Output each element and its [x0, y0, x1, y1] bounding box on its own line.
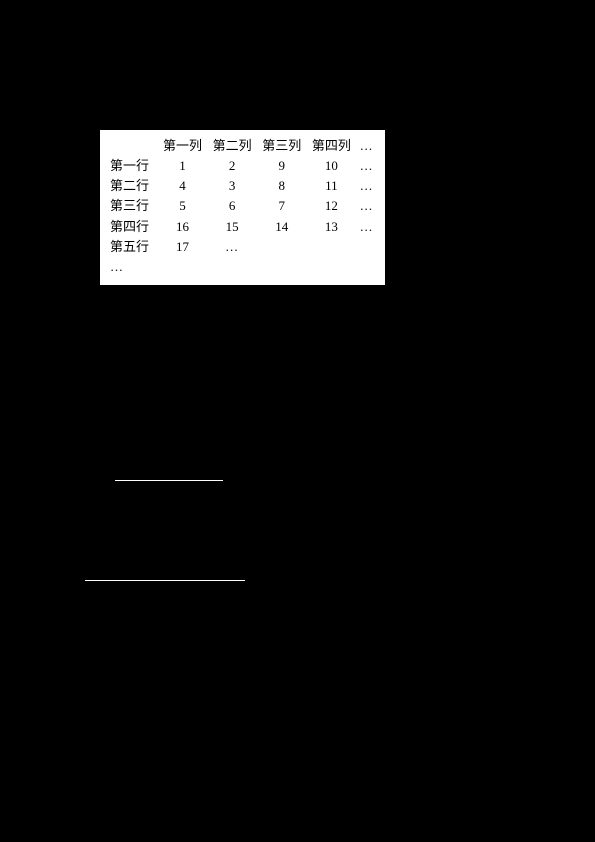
table-row: 第四行 16 15 14 13 … [108, 217, 377, 237]
table-row: 第三行 5 6 7 12 … [108, 196, 377, 216]
table-cell: 6 [207, 196, 257, 216]
table-cell [207, 257, 257, 277]
table-row: 第一行 1 2 9 10 … [108, 156, 377, 176]
table-cell: 17 [158, 237, 208, 257]
table-cell: 1 [158, 156, 208, 176]
table-cell: … [207, 237, 257, 257]
table-cell: 9 [257, 156, 307, 176]
table-cell: … [356, 196, 377, 216]
col-header-blank [108, 136, 158, 156]
row-label: 第一行 [108, 156, 158, 176]
table-cell [356, 237, 377, 257]
table-row: … [108, 257, 377, 277]
col-header-3: 第三列 [257, 136, 307, 156]
table-cell: 3 [207, 176, 257, 196]
table-cell [307, 237, 357, 257]
table-cell: 8 [257, 176, 307, 196]
col-header-2: 第二列 [207, 136, 257, 156]
table-cell: 14 [257, 217, 307, 237]
table-cell: 5 [158, 196, 208, 216]
col-header-ellipsis: … [356, 136, 377, 156]
table-cell: 2 [207, 156, 257, 176]
table-row: 第二行 4 3 8 11 … [108, 176, 377, 196]
row-label: 第二行 [108, 176, 158, 196]
table-cell: 12 [307, 196, 357, 216]
table-cell [307, 257, 357, 277]
decorative-line-1 [115, 480, 223, 481]
table-cell: 10 [307, 156, 357, 176]
row-label: 第五行 [108, 237, 158, 257]
table-cell [158, 257, 208, 277]
number-table-card: 第一列 第二列 第三列 第四列 … 第一行 1 2 9 10 … 第二行 4 3… [100, 130, 385, 285]
table-cell [257, 237, 307, 257]
row-label: 第三行 [108, 196, 158, 216]
table-cell: 16 [158, 217, 208, 237]
table-cell: 11 [307, 176, 357, 196]
row-label: 第四行 [108, 217, 158, 237]
table-cell [257, 257, 307, 277]
table-cell: 13 [307, 217, 357, 237]
table-cell: 4 [158, 176, 208, 196]
table-cell: … [356, 176, 377, 196]
table-header-row: 第一列 第二列 第三列 第四列 … [108, 136, 377, 156]
row-label: … [108, 257, 158, 277]
table-cell: … [356, 217, 377, 237]
col-header-4: 第四列 [307, 136, 357, 156]
number-table: 第一列 第二列 第三列 第四列 … 第一行 1 2 9 10 … 第二行 4 3… [108, 136, 377, 277]
decorative-line-2 [85, 580, 245, 581]
table-cell: 7 [257, 196, 307, 216]
table-cell [356, 257, 377, 277]
table-cell: 15 [207, 217, 257, 237]
table-cell: … [356, 156, 377, 176]
table-row: 第五行 17 … [108, 237, 377, 257]
col-header-1: 第一列 [158, 136, 208, 156]
